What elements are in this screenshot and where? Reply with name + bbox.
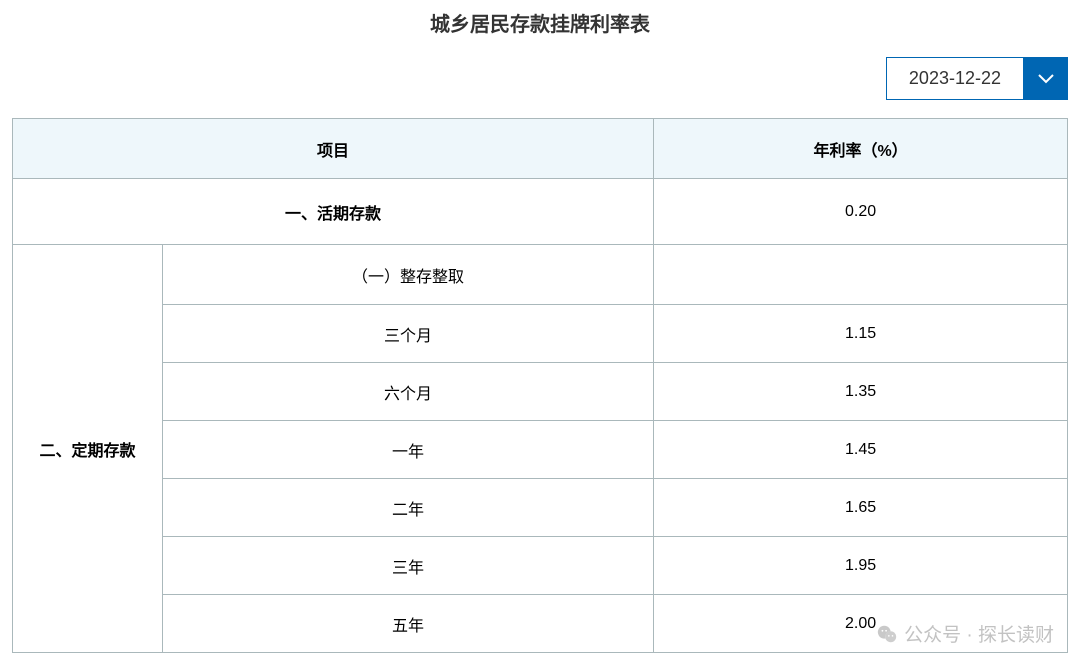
table-row: 一、活期存款 0.20 bbox=[13, 179, 1068, 245]
term-label: 一年 bbox=[163, 421, 654, 479]
term-label: 五年 bbox=[163, 595, 654, 653]
header-rate: 年利率（%） bbox=[654, 119, 1068, 179]
date-dropdown-button[interactable] bbox=[1024, 57, 1068, 100]
term-label: 二年 bbox=[163, 479, 654, 537]
table-header-row: 项目 年利率（%） bbox=[13, 119, 1068, 179]
term-rate: 1.65 bbox=[654, 479, 1068, 537]
rate-table: 项目 年利率（%） 一、活期存款 0.20 二、定期存款 （一）整存整取 三个月… bbox=[12, 118, 1068, 653]
header-item: 项目 bbox=[13, 119, 654, 179]
term-rate: 1.35 bbox=[654, 363, 1068, 421]
subheader-lumpsum: （一）整存整取 bbox=[163, 245, 654, 305]
table-row: 三个月 1.15 bbox=[13, 305, 1068, 363]
wechat-icon bbox=[876, 623, 898, 645]
table-row: 二年 1.65 bbox=[13, 479, 1068, 537]
section-fixed-sidebar: 二、定期存款 bbox=[13, 245, 163, 653]
term-label: 六个月 bbox=[163, 363, 654, 421]
section-demand-rate: 0.20 bbox=[654, 179, 1068, 245]
watermark: 公众号 · 探长读财 bbox=[876, 620, 1054, 647]
date-display[interactable]: 2023-12-22 bbox=[886, 57, 1024, 100]
term-rate: 1.95 bbox=[654, 537, 1068, 595]
page-title: 城乡居民存款挂牌利率表 bbox=[0, 0, 1080, 57]
date-picker-row: 2023-12-22 bbox=[0, 57, 1080, 118]
subheader-lumpsum-rate bbox=[654, 245, 1068, 305]
watermark-text: 公众号 · 探长读财 bbox=[904, 620, 1054, 647]
table-row: 一年 1.45 bbox=[13, 421, 1068, 479]
table-row: 三年 1.95 bbox=[13, 537, 1068, 595]
term-label: 三年 bbox=[163, 537, 654, 595]
table-row: 六个月 1.35 bbox=[13, 363, 1068, 421]
term-label: 三个月 bbox=[163, 305, 654, 363]
table-row: 二、定期存款 （一）整存整取 bbox=[13, 245, 1068, 305]
term-rate: 1.45 bbox=[654, 421, 1068, 479]
section-demand-label: 一、活期存款 bbox=[13, 179, 654, 245]
term-rate: 1.15 bbox=[654, 305, 1068, 363]
chevron-down-icon bbox=[1038, 74, 1054, 84]
